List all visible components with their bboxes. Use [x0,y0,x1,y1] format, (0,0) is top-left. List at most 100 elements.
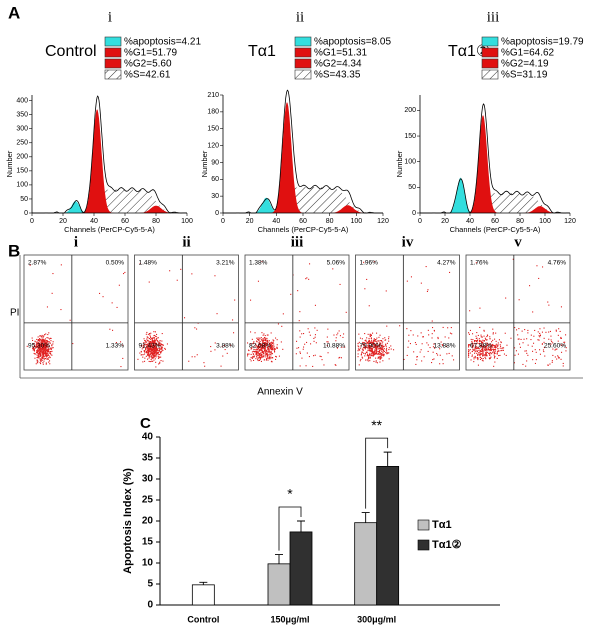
event-dot [378,353,380,355]
event-dot [369,350,371,352]
event-dot [270,361,272,363]
event-dot [491,351,493,353]
event-dot [275,358,277,360]
event-dot [269,352,271,354]
event-dot [270,351,272,353]
y-tick-label: 350 [16,112,28,119]
event-dot [42,352,44,354]
event-dot [437,336,439,338]
event-dot [214,342,216,344]
event-dot [143,342,145,344]
event-dot [258,353,260,355]
event-dot [479,339,481,341]
event-dot [280,341,282,343]
event-dot [376,341,378,343]
event-dot [468,332,470,334]
event-dot [150,346,152,348]
x-axis-label: Channels (PerCP-Cy5-5-A) [450,225,541,234]
event-dot [152,360,154,362]
histogram-title: Control [45,43,97,60]
event-dot [216,313,218,315]
event-dot [489,357,491,359]
event-dot [473,349,475,351]
event-dot [365,359,367,361]
event-dot [39,360,41,362]
event-dot [267,342,269,344]
event-dot [148,344,150,346]
event-dot [563,344,565,346]
event-dot [375,348,377,350]
event-dot [488,344,490,346]
event-dot [476,347,478,349]
event-dot [557,340,559,342]
event-dot [368,355,370,357]
event-dot [343,333,345,335]
event-dot [155,345,157,347]
event-dot [369,348,371,350]
event-dot [38,353,40,355]
event-dot [34,357,36,359]
event-dot [32,349,34,351]
event-dot [263,333,265,335]
event-dot [271,342,273,344]
y-tick-label: 150 [16,168,28,175]
event-dot [36,361,38,363]
event-dot [433,343,435,345]
quadrant-label: 4.27% [437,260,456,267]
event-dot [145,347,147,349]
x-tick-label: 0 [30,218,34,225]
event-dot [381,348,383,350]
legend-label: %G2=4.19 [501,59,549,70]
event-dot [494,348,496,350]
quadrant-label: 67.88% [470,343,492,350]
event-dot [46,356,48,358]
event-dot [36,341,38,343]
event-dot [381,353,383,355]
event-dot [33,350,35,352]
event-dot [383,348,385,350]
y-tick-label: 300 [16,126,28,133]
event-dot [484,337,486,339]
event-dot [269,348,271,350]
event-dot [155,344,157,346]
event-dot [372,346,374,348]
event-dot [372,355,374,357]
event-dot [265,349,267,351]
event-dot [386,325,388,327]
y-tick-label: 50 [408,184,416,191]
event-dot [115,342,117,344]
event-dot [146,345,148,347]
histogram-title: Tα1 [248,43,276,60]
event-dot [116,306,118,308]
event-dot [417,335,419,337]
event-dot [483,329,485,331]
event-dot [140,345,142,347]
event-dot [250,348,252,350]
event-dot [373,351,375,353]
event-dot [299,351,301,353]
event-dot [252,346,254,348]
event-dot [42,336,44,338]
event-dot [258,353,260,355]
event-dot [43,340,45,342]
event-dot [37,339,39,341]
event-dot [487,335,489,337]
event-dot [531,345,533,347]
event-dot [272,339,274,341]
event-dot [313,355,315,357]
event-dot [380,344,382,346]
event-dot [274,348,276,350]
event-dot [419,351,421,353]
event-dot [549,330,551,332]
event-dot [500,342,502,344]
event-dot [49,352,51,354]
event-dot [260,337,262,339]
event-dot [497,350,499,352]
event-dot [144,342,146,344]
event-dot [153,354,155,356]
event-dot [262,342,264,344]
event-dot [494,338,496,340]
event-dot [470,359,472,361]
event-dot [368,337,370,339]
event-dot [263,347,265,349]
